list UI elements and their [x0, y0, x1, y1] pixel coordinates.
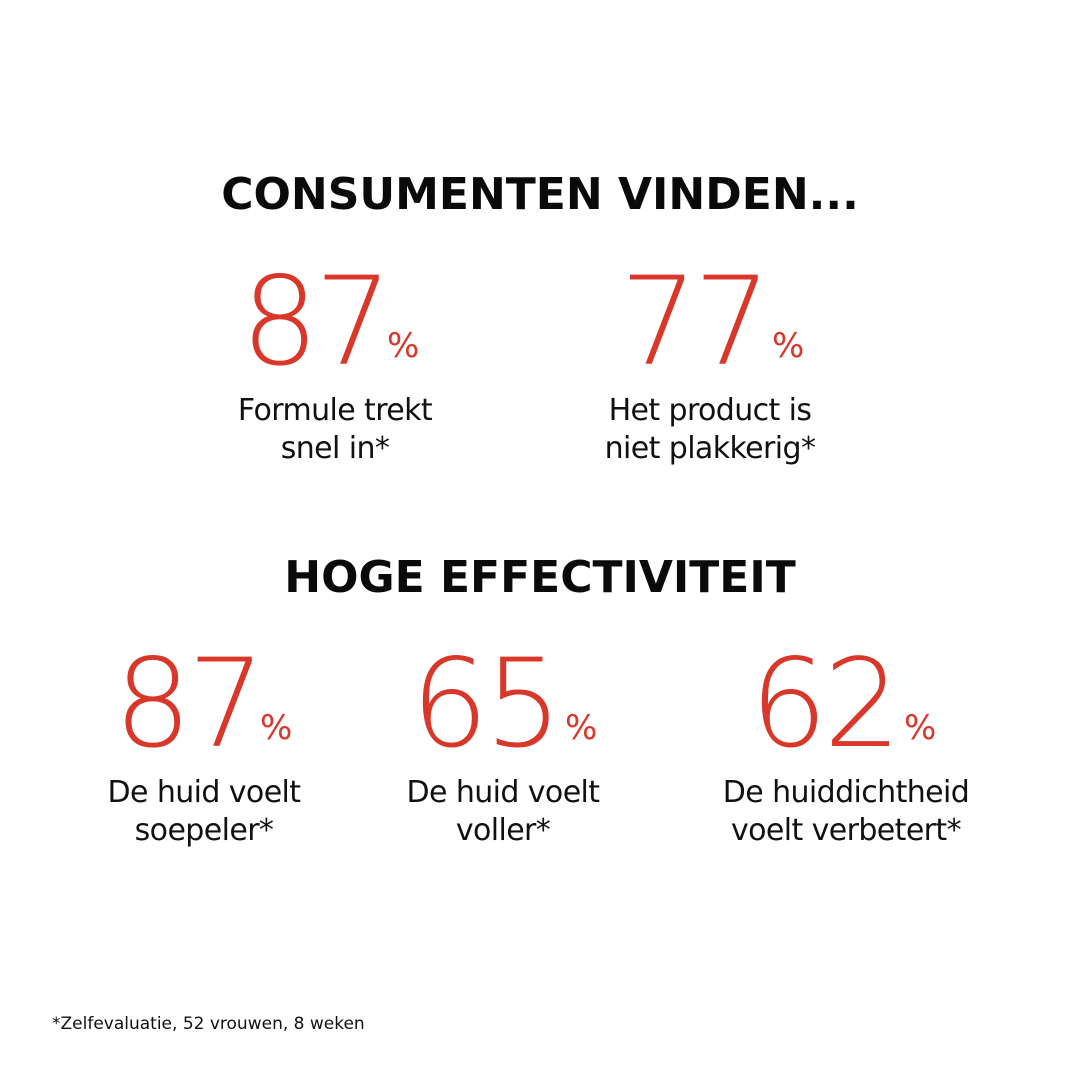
stat-label-line: niet plakkerig*	[604, 431, 816, 466]
stat-value: 87	[114, 633, 265, 775]
stat-number-row: 77 %	[590, 251, 830, 393]
stat-not-sticky: 77 % Het product is niet plakkerig*	[590, 251, 830, 468]
stat-label: De huid voelt voller*	[393, 774, 613, 850]
stat-absorbs-quickly: 87 % Formule trekt snel in*	[215, 251, 455, 468]
section-heading-effectiveness: HOGE EFFECTIVITEIT	[284, 552, 796, 603]
footnote: *Zelfevaluatie, 52 vrouwen, 8 weken	[52, 1014, 365, 1034]
stat-value: 77	[620, 251, 771, 393]
stat-label: De huid voelt soepeler*	[94, 774, 314, 850]
stat-label-line: Formule trekt	[237, 393, 433, 428]
stat-number-row: 87 %	[215, 251, 455, 393]
stat-label-line: De huiddichtheid	[722, 775, 970, 810]
stat-label-line: De huid voelt	[406, 775, 601, 810]
stat-unit: %	[260, 708, 293, 748]
stat-number-row: 87 %	[94, 633, 314, 775]
stat-label-line: De huid voelt	[107, 775, 302, 810]
stat-label-line: soepeler*	[134, 813, 274, 848]
stat-value: 87	[241, 251, 392, 393]
stat-unit: %	[565, 708, 598, 748]
stat-unit: %	[904, 708, 937, 748]
stat-number-row: 62 %	[716, 633, 976, 775]
stat-skin-supple: 87 % De huid voelt soepeler*	[94, 633, 314, 850]
stat-label-line: voller*	[455, 813, 551, 848]
stat-label-line: voelt verbetert*	[731, 813, 962, 848]
stat-unit: %	[772, 326, 805, 366]
section-heading-consumers: CONSUMENTEN VINDEN...	[221, 169, 859, 220]
stat-value: 65	[411, 633, 562, 775]
stat-number-row: 65 %	[393, 633, 613, 775]
stat-label: Het product is niet plakkerig*	[590, 392, 830, 468]
stat-label-line: snel in*	[280, 431, 390, 466]
stat-value: 62	[750, 633, 901, 775]
stat-skin-fuller: 65 % De huid voelt voller*	[393, 633, 613, 850]
stat-unit: %	[387, 326, 420, 366]
stat-label: Formule trekt snel in*	[215, 392, 455, 468]
stat-label-line: Het product is	[608, 393, 812, 428]
stat-skin-density: 62 % De huiddichtheid voelt verbetert*	[716, 633, 976, 850]
stat-label: De huiddichtheid voelt verbetert*	[716, 774, 976, 850]
